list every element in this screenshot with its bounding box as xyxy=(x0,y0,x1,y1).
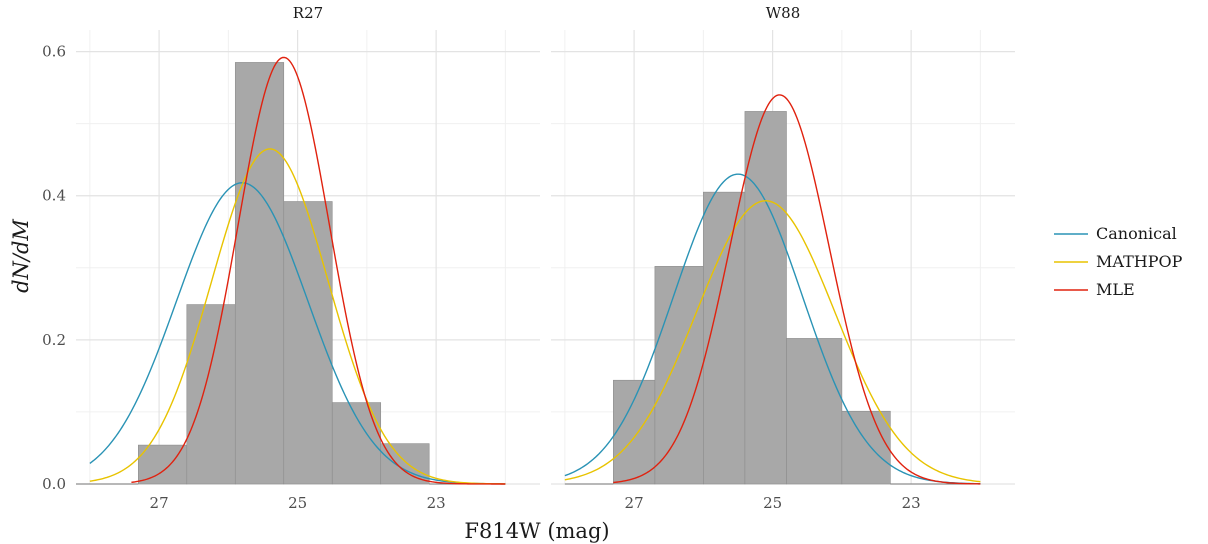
legend-label: MATHPOP xyxy=(1096,252,1183,271)
x-tick-label: 27 xyxy=(150,494,169,512)
legend-label: Canonical xyxy=(1096,224,1177,243)
panel-title: W88 xyxy=(766,4,801,22)
x-tick-label: 25 xyxy=(288,494,307,512)
panel-title: R27 xyxy=(293,4,323,22)
legend-item-mathpop: MATHPOP xyxy=(1054,252,1183,271)
legend-label: MLE xyxy=(1096,280,1135,299)
legend-item-mle: MLE xyxy=(1054,280,1135,299)
histogram-bar xyxy=(283,201,333,485)
histogram-bar xyxy=(234,62,285,485)
histogram-bar xyxy=(786,338,843,485)
curve-mathpop xyxy=(89,148,506,485)
histogram-bar xyxy=(841,410,891,485)
histogram-bar xyxy=(613,379,656,485)
facet-panels: R27 27 25 23 0.0 0.2 0.4 0.6 W88 27 25 23 xyxy=(42,4,1015,512)
histogram-bar xyxy=(186,304,236,485)
y-tick-label: 0.2 xyxy=(42,331,66,349)
y-tick-label: 0.0 xyxy=(42,475,66,493)
histogram-bar xyxy=(380,443,430,485)
histogram-bar xyxy=(654,266,704,485)
panel-r27: R27 27 25 23 0.0 0.2 0.4 0.6 xyxy=(42,4,540,512)
legend: Canonical MATHPOP MLE xyxy=(1054,224,1183,299)
x-axis-title: F814W (mag) xyxy=(464,519,609,543)
y-axis-title: dN/dM xyxy=(9,219,33,293)
y-tick-label: 0.6 xyxy=(42,43,66,61)
panel-w88: W88 27 25 23 xyxy=(551,4,1015,512)
x-tick-label: 27 xyxy=(625,494,644,512)
x-tick-label: 23 xyxy=(427,494,446,512)
curve-mle xyxy=(613,94,981,485)
histogram-bar xyxy=(138,444,188,485)
curve-canonical xyxy=(89,182,506,485)
curve-mle xyxy=(131,56,506,485)
curve-mathpop xyxy=(564,200,981,483)
curve-canonical xyxy=(564,173,981,485)
x-tick-label: 23 xyxy=(902,494,921,512)
x-tick-label: 25 xyxy=(763,494,782,512)
y-tick-label: 0.4 xyxy=(42,187,66,205)
histogram-bar xyxy=(744,111,787,485)
legend-item-canonical: Canonical xyxy=(1054,224,1177,243)
